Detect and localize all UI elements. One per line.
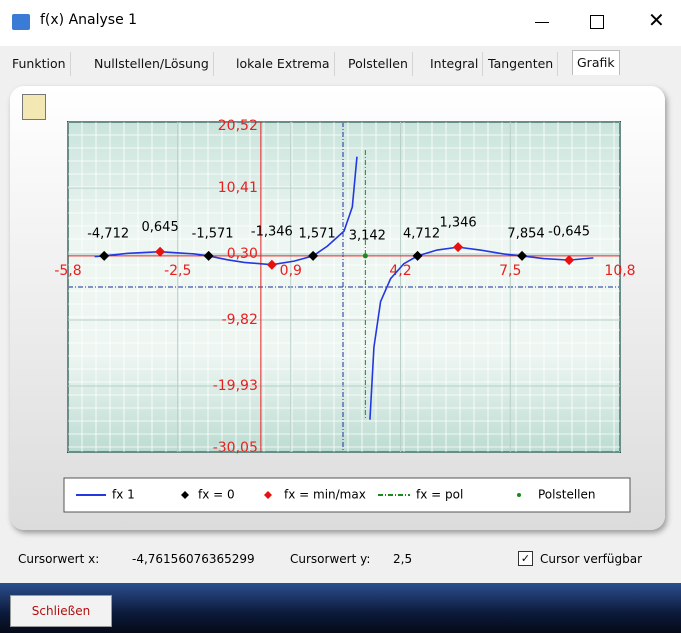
x-tick-label: 10,8 [604,263,635,279]
cursor-y-label: Cursorwert y: [290,552,371,566]
x-tick-label: -2,5 [164,263,191,279]
app-icon [12,14,30,30]
legend-label: fx 1 [112,488,135,502]
extremum-marker [155,246,166,257]
legend-label: fx = 0 [198,488,235,502]
maximize-button[interactable] [590,15,604,29]
legend-label: fx = pol [416,488,463,502]
close-app-button[interactable]: Schließen [10,595,112,627]
zero-label: -4,712 [87,226,129,241]
extremum-marker [564,255,575,266]
minimize-button[interactable] [535,22,549,23]
tab[interactable]: Nullstellen/Lösung [90,52,214,76]
pole-label: 3,142 [349,228,386,243]
tab[interactable]: lokale Extrema [232,52,335,76]
zero-marker [412,250,423,261]
tab[interactable]: Funktion [8,52,71,76]
legend-swatch [181,491,189,499]
legend-label: fx = min/max [284,488,366,502]
y-tick-label: 10,41 [218,180,258,196]
cursor-x-value: -4,76156076365299 [132,552,255,566]
zero-label: -1,571 [192,226,234,241]
extremum-label: 1,346 [439,216,476,231]
tab[interactable]: Tangenten [484,52,559,76]
window-title: f(x) Analyse 1 [40,12,138,28]
zero-label: 1,571 [298,226,335,241]
bottom-bar [0,583,681,633]
extremum-label: 0,645 [142,220,179,235]
x-tick-label: 0,9 [280,263,302,279]
extremum-marker [453,242,464,253]
chart: -5,8 -2,5 0,9 4,2 7,5 10,820,5210,410,30-9,82… [54,118,636,513]
legend [63,477,631,513]
x-tick-label: -5,8 [54,263,81,279]
extremum-marker [266,259,277,270]
zero-marker [517,250,528,261]
tab[interactable]: Integral [426,52,484,76]
extremum-label: -1,346 [251,224,293,239]
tab[interactable]: Polstellen [344,52,413,76]
legend-swatch [517,493,521,497]
close-button[interactable]: ✕ [648,8,665,32]
zero-marker [203,250,214,261]
function-line [94,156,594,420]
zero-marker [99,250,110,261]
y-tick-label: 20,52 [218,118,258,134]
x-tick-label: 7,5 [499,263,521,279]
zero-label: 7,854 [507,226,544,241]
checkbox-label: Cursor verfügbar [540,552,643,566]
zero-marker [308,250,319,261]
copy-button[interactable] [22,94,46,120]
cursor-x-label: Cursorwert x: [18,552,100,566]
y-tick-label: -19,93 [213,378,258,394]
checkbox[interactable]: ✓ [518,551,533,566]
pole-point [362,253,368,259]
legend-swatch [264,491,272,499]
y-tick-label: -30,05 [213,440,258,456]
y-tick-label: -9,82 [222,312,258,328]
title-bar: f(x) Analyse 1 ✕ [0,0,681,46]
legend-label: Polstellen [538,488,595,502]
y-tick-label: 0,30 [227,246,258,262]
extremum-label: -0,645 [548,224,590,239]
tab[interactable]: Grafik [572,50,620,75]
cursor-y-value: 2,5 [393,552,413,566]
zero-label: 4,712 [403,226,440,241]
